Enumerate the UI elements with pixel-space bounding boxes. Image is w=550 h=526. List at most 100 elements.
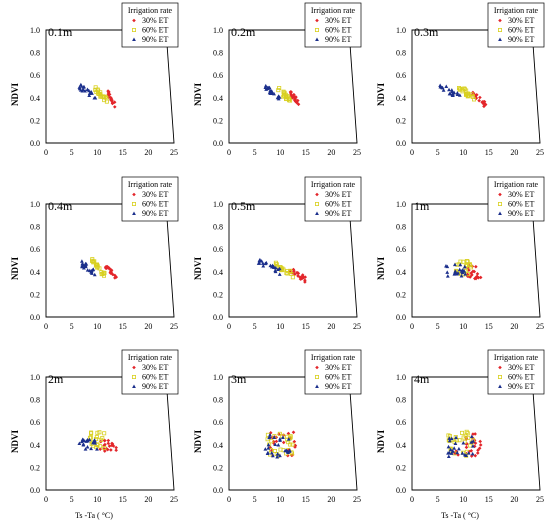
legend-marker (314, 374, 319, 379)
x-tick-label: 5 (253, 495, 257, 504)
x-tick-label: 5 (436, 148, 440, 157)
legend-marker (498, 365, 502, 370)
x-tick-label: 10 (276, 148, 284, 157)
data-point (105, 264, 110, 269)
x-tick-label: 5 (70, 322, 74, 331)
y-tick-label: 0.8 (396, 223, 406, 232)
y-axis-title: NDVI (193, 83, 203, 106)
y-tick-label: 0.0 (30, 313, 40, 322)
panel-label: 0.2m (231, 25, 256, 39)
data-point (474, 264, 478, 269)
data-point (453, 270, 457, 275)
scatter-points (263, 83, 301, 107)
y-tick-label: 0.6 (30, 418, 40, 427)
data-point (114, 448, 118, 453)
data-point (95, 447, 99, 451)
panel-svg: 0.0 0.2 0.4 0.6 0.8 1.0 0 5 10 15 20 25 NDVI 3m Irriga… (193, 349, 362, 504)
legend-marker (132, 192, 136, 197)
data-point (482, 104, 486, 109)
x-tick-label: 5 (436, 322, 440, 331)
data-point (81, 438, 86, 442)
data-point (268, 91, 273, 96)
legend-marker (498, 192, 502, 197)
chart-panel: 0.0 0.2 0.4 0.6 0.8 1.0 0 5 10 15 20 25 NDVI 0.2m Irri… (183, 0, 366, 174)
y-tick-label: 0.0 (30, 139, 40, 148)
y-tick-label: 0.0 (213, 313, 223, 322)
data-point (453, 262, 457, 267)
y-tick-label: 0.4 (213, 94, 223, 103)
x-tick-label: 15 (119, 148, 127, 157)
data-point (108, 270, 113, 275)
legend-title: Irrigation rate (494, 180, 539, 189)
x-tick-label: 20 (144, 322, 152, 331)
data-point (260, 261, 265, 265)
x-tick-label: 20 (510, 148, 518, 157)
data-point (269, 450, 274, 455)
y-tick-label: 0.2 (396, 290, 406, 299)
legend-entry-label: 90% ET (142, 209, 169, 218)
y-tick-label: 0.4 (30, 94, 40, 103)
data-point (460, 430, 465, 435)
legend-entry-label: 60% ET (325, 373, 352, 382)
y-tick-label: 0.8 (30, 49, 40, 58)
data-point (280, 435, 285, 440)
data-point (273, 269, 278, 274)
data-point (89, 270, 94, 274)
data-point (85, 268, 90, 272)
legend-box (487, 349, 545, 395)
data-point (79, 84, 84, 88)
legend-title: Irrigation rate (128, 180, 173, 189)
data-point (463, 272, 468, 276)
y-tick-label: 0.8 (213, 49, 223, 58)
data-point (468, 443, 473, 448)
scatter-points (263, 430, 298, 459)
data-point (104, 96, 109, 101)
legend-marker (314, 201, 319, 206)
x-tick-label: 15 (302, 495, 310, 504)
y-tick-label: 0.8 (396, 49, 406, 58)
legend-marker (131, 27, 136, 32)
data-point (466, 435, 471, 440)
y-tick-label: 0.4 (396, 441, 406, 450)
legend-entry-label: 90% ET (508, 209, 535, 218)
data-point (461, 259, 466, 264)
data-point (98, 92, 103, 97)
x-tick-label: 20 (327, 495, 335, 504)
data-point (288, 98, 293, 103)
data-point (440, 85, 445, 90)
y-tick-label: 0.2 (213, 290, 223, 299)
data-point (280, 266, 285, 271)
scatter-points (256, 257, 308, 284)
panel-label: 4m (414, 372, 430, 386)
data-point (288, 91, 293, 95)
legend-entry-label: 60% ET (508, 373, 535, 382)
data-point (274, 262, 279, 267)
legend-marker (497, 201, 502, 206)
x-tick-label: 0 (44, 148, 48, 157)
panel-label: 0.3m (414, 25, 439, 39)
data-point (277, 431, 282, 436)
chart-panel: 0.0 0.2 0.4 0.6 0.8 1.0 0 5 10 15 20 25 NDVI 1m Irriga… (366, 174, 549, 348)
data-point (267, 85, 272, 90)
data-point (464, 259, 469, 264)
x-tick-label: 20 (327, 322, 335, 331)
data-point (98, 437, 103, 442)
data-point (83, 447, 88, 451)
data-point (475, 272, 480, 276)
panel-svg: 0.0 0.2 0.4 0.6 0.8 1.0 0 5 10 15 20 25 NDVI Ts -Ta (… (376, 349, 545, 520)
y-tick-label: 0.6 (213, 71, 223, 80)
scatter-points (77, 430, 118, 453)
panel-label: 3m (231, 372, 247, 386)
legend-marker (498, 211, 502, 215)
data-point (96, 88, 101, 93)
data-point (105, 447, 110, 452)
legend-marker (315, 211, 319, 215)
legend-entry-label: 90% ET (142, 382, 169, 391)
chart-panel: 0.0 0.2 0.4 0.6 0.8 1.0 0 5 10 15 20 25 NDVI 0.5m Irri… (183, 174, 366, 348)
x-tick-label: 10 (93, 322, 101, 331)
data-point (455, 450, 460, 455)
data-point (110, 441, 114, 446)
